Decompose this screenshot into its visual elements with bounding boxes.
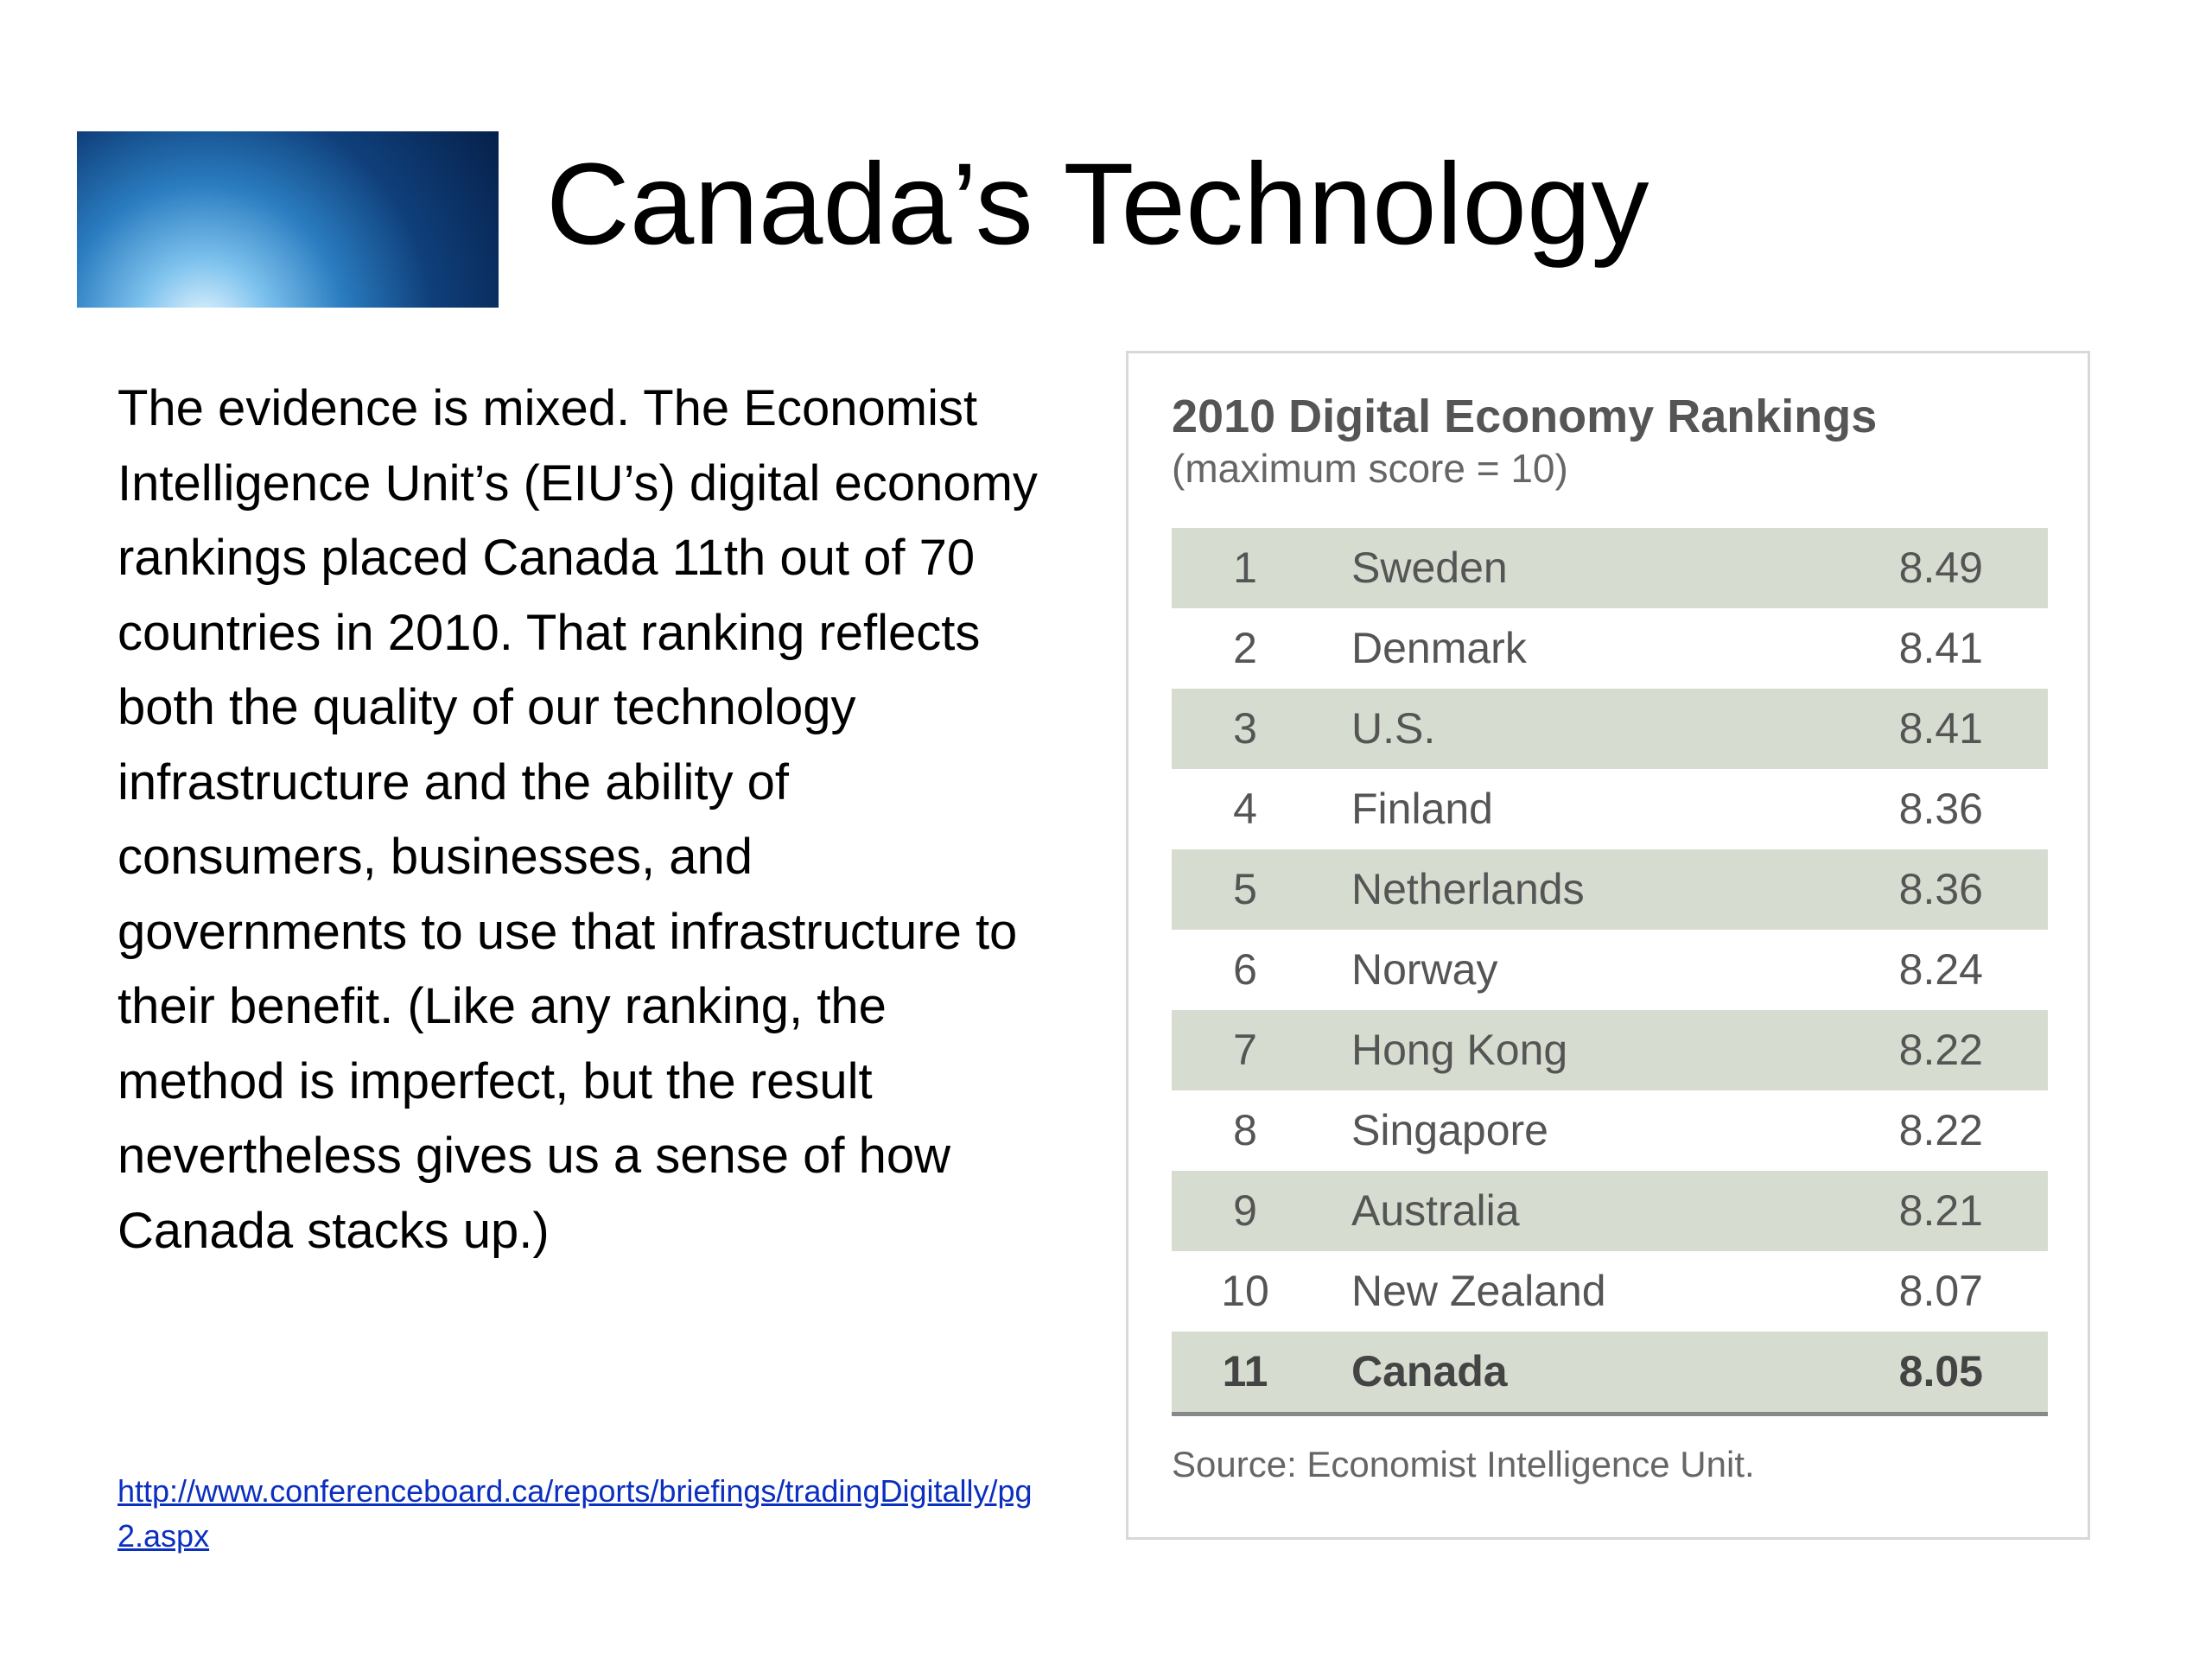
country-cell: Sweden <box>1351 543 1508 592</box>
rank-cell: 6 <box>1233 945 1257 994</box>
body-paragraph: The evidence is mixed. The Economist Int… <box>118 380 1038 1259</box>
score-cell: 8.22 <box>1898 1106 1983 1154</box>
rank-cell: 2 <box>1233 624 1257 672</box>
country-cell: Australia <box>1351 1186 1520 1235</box>
rank-cell: 5 <box>1233 865 1257 913</box>
rank-cell: 7 <box>1233 1026 1257 1074</box>
table-subtitle: (maximum score = 10) <box>1172 446 1568 491</box>
score-cell: 8.24 <box>1898 945 1983 994</box>
score-cell: 8.21 <box>1898 1186 1983 1235</box>
rank-cell: 8 <box>1233 1106 1257 1154</box>
rank-cell: 4 <box>1233 785 1257 833</box>
table-row: 10 New Zealand 8.07 <box>1172 1251 2048 1332</box>
header-image <box>77 131 499 308</box>
rankings-table: 2010 Digital Economy Rankings (maximum s… <box>1126 351 2090 1540</box>
country-cell: Norway <box>1351 945 1498 994</box>
rank-cell: 3 <box>1233 704 1257 753</box>
rank-cell: 9 <box>1233 1186 1257 1235</box>
table-row: 6 Norway 8.24 <box>1172 930 2048 1010</box>
table-row: 8 Singapore 8.22 <box>1172 1090 2048 1171</box>
slide-title: Canada’s Technology <box>546 140 1649 269</box>
score-cell: 8.36 <box>1898 865 1983 913</box>
table-source: Source: Economist Intelligence Unit. <box>1172 1444 1755 1484</box>
score-cell: 8.05 <box>1898 1347 1983 1395</box>
country-cell: New Zealand <box>1351 1267 1606 1315</box>
country-cell: Canada <box>1351 1347 1508 1395</box>
country-cell: Denmark <box>1351 624 1527 672</box>
table-row: 1 Sweden 8.49 <box>1172 528 2048 608</box>
score-cell: 8.41 <box>1898 624 1983 672</box>
table-row: 4 Finland 8.36 <box>1172 769 2048 849</box>
country-cell: Finland <box>1351 785 1493 833</box>
rank-cell: 1 <box>1233 543 1257 592</box>
rank-cell: 10 <box>1221 1267 1269 1315</box>
country-cell: Singapore <box>1351 1106 1548 1154</box>
table-row: 11 Canada 8.05 <box>1172 1332 2048 1416</box>
score-cell: 8.07 <box>1898 1267 1983 1315</box>
country-cell: Netherlands <box>1351 865 1585 913</box>
score-cell: 8.36 <box>1898 785 1983 833</box>
table-row: 2 Denmark 8.41 <box>1172 608 2048 689</box>
table-row: 9 Australia 8.21 <box>1172 1171 2048 1251</box>
table-row: 5 Netherlands 8.36 <box>1172 849 2048 930</box>
table-row: 7 Hong Kong 8.22 <box>1172 1010 2048 1090</box>
score-cell: 8.49 <box>1898 543 1983 592</box>
country-cell: U.S. <box>1351 704 1436 753</box>
source-link[interactable]: http://www.conferenceboard.ca/reports/br… <box>118 1473 1033 1554</box>
table-title: 2010 Digital Economy Rankings <box>1172 391 1878 442</box>
score-cell: 8.41 <box>1898 704 1983 753</box>
score-cell: 8.22 <box>1898 1026 1983 1074</box>
country-cell: Hong Kong <box>1351 1026 1568 1074</box>
table-row: 3 U.S. 8.41 <box>1172 689 2048 769</box>
table-rows: 1 Sweden 8.49 2 Denmark 8.41 3 U.S. 8.41 4 Finland… <box>1172 528 2048 1416</box>
rank-cell: 11 <box>1222 1347 1268 1395</box>
